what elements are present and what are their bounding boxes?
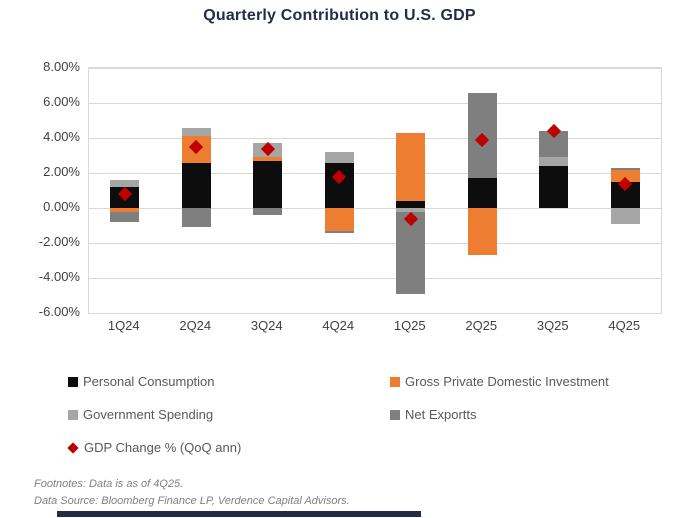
legend-label: GDP Change % (QoQ ann) (84, 440, 242, 455)
legend-label: Net Exportts (405, 407, 477, 422)
x-tick-label: 1Q24 (107, 318, 140, 333)
x-tick-label: 4Q25 (608, 318, 641, 333)
gpdi-swatch (390, 376, 400, 387)
bar-segment-net-exportts (610, 167, 640, 170)
bar-segment-gross-private-domestic-investment (610, 169, 640, 182)
bar-segment-net-exportts (181, 208, 211, 228)
y-tick-label: -2.00% (38, 234, 80, 249)
bar-segment-personal-consumption (396, 201, 426, 208)
gridline (89, 208, 661, 209)
gridline (89, 68, 661, 69)
legend-item-gross-private-domestic-investment: Gross Private Domestic Investment (390, 374, 609, 389)
bar-segment-personal-consumption (181, 162, 211, 208)
plot-area (88, 67, 662, 314)
bar-segment-government-spending (396, 208, 426, 212)
x-tick-label: 2Q24 (179, 318, 212, 333)
bar-segment-government-spending (610, 208, 640, 224)
x-tick-label: 1Q25 (393, 318, 426, 333)
personal-consumption-swatch (68, 376, 78, 387)
bar-segment-government-spending (110, 180, 140, 187)
gridline (89, 313, 661, 314)
bar-segment-gross-private-domestic-investment (396, 132, 426, 201)
bar-segment-net-exportts (110, 211, 140, 222)
legend-item-net-exports: Net Exportts (390, 407, 477, 422)
chart-title: Quarterly Contribution to U.S. GDP (203, 7, 476, 24)
y-tick-label: 4.00% (43, 129, 80, 144)
bar-segment-gross-private-domestic-investment (324, 208, 354, 231)
bar-segment-personal-consumption (539, 166, 569, 208)
gridline (89, 278, 661, 279)
bar-segment-gross-private-domestic-investment (110, 208, 140, 212)
bar-segment-gross-private-domestic-investment (467, 208, 497, 256)
footnote-line1: Footnotes: Data is as of 4Q25. (34, 478, 184, 490)
bar-segment-net-exportts (253, 208, 283, 215)
y-tick-label: -4.00% (38, 269, 80, 284)
government-spending-swatch (68, 409, 78, 420)
bar-segment-gross-private-domestic-investment (253, 157, 283, 161)
gridline (89, 243, 661, 244)
y-tick-label: -6.00% (38, 304, 80, 319)
gridline (89, 103, 661, 104)
y-tick-label: 6.00% (43, 94, 80, 109)
y-tick-label: 2.00% (43, 164, 80, 179)
y-tick-label: 0.00% (43, 199, 80, 214)
legend-item-personal-consumption: Personal Consumption (68, 374, 215, 389)
legend-item-gdp-change: GDP Change % (QoQ ann) (67, 440, 242, 455)
legend-item-government-spending: Government Spending (68, 407, 213, 422)
x-tick-label: 3Q25 (536, 318, 569, 333)
gridline (89, 173, 661, 174)
bottom-accent-bar (57, 511, 421, 517)
bar-segment-government-spending (539, 157, 569, 166)
bar-segment-personal-consumption (467, 178, 497, 208)
gdp-change-diamond-swatch (67, 441, 79, 454)
chart-area: 8.00% 6.00% 4.00% 2.00% 0.00% -2.00% -4.00% -6.… (38, 59, 662, 333)
legend-label: Government Spending (83, 407, 214, 422)
legend-label: Gross Private Domestic Investment (405, 374, 609, 389)
x-tick-label: 4Q24 (322, 318, 355, 333)
footnote-line2: Data Source: Bloomberg Finance LP, Verde… (34, 495, 350, 507)
bar-segment-government-spending (324, 152, 354, 163)
bar-segment-personal-consumption (253, 160, 283, 208)
gridline (89, 138, 661, 139)
bar-segment-government-spending (181, 127, 211, 137)
net-exports-swatch (390, 409, 400, 420)
x-tick-label: 3Q24 (250, 318, 283, 333)
x-tick-label: 2Q25 (465, 318, 498, 333)
legend-label: Personal Consumption (83, 374, 215, 389)
bar-segment-net-exportts (324, 230, 354, 233)
y-tick-label: 8.00% (43, 59, 80, 74)
